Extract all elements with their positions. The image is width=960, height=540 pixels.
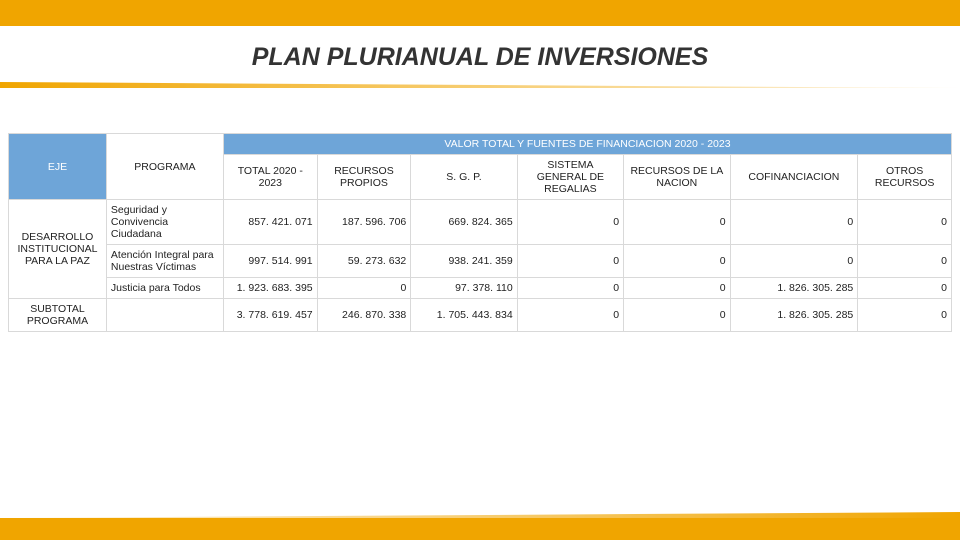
cell-value: 938. 241. 359 (411, 245, 517, 278)
subheader-otros: OTROS RECURSOS (858, 155, 952, 200)
title-band: PLAN PLURIANUAL DE INVERSIONES (0, 26, 960, 88)
cell-value: 0 (730, 245, 858, 278)
cell-value: 0 (624, 278, 730, 299)
cell-programa: Justicia para Todos (106, 278, 223, 299)
cell-subtotal: 0 (624, 299, 730, 332)
cell-value: 1. 826. 305. 285 (730, 278, 858, 299)
table-container: EJE PROGRAMA VALOR TOTAL Y FUENTES DE FI… (0, 88, 960, 332)
cell-value: 59. 273. 632 (317, 245, 411, 278)
cell-value: 0 (858, 278, 952, 299)
cell-subtotal: 1. 705. 443. 834 (411, 299, 517, 332)
table-row: Justicia para Todos 1. 923. 683. 395 0 9… (9, 278, 952, 299)
cell-value: 0 (858, 245, 952, 278)
header-programa: PROGRAMA (106, 134, 223, 200)
subheader-total: TOTAL 2020 - 2023 (223, 155, 317, 200)
subheader-regalias: SISTEMA GENERAL DE REGALIAS (517, 155, 623, 200)
cell-subtotal: 246. 870. 338 (317, 299, 411, 332)
table-header-row-1: EJE PROGRAMA VALOR TOTAL Y FUENTES DE FI… (9, 134, 952, 155)
cell-value: 0 (517, 245, 623, 278)
cell-subtotal: 3. 778. 619. 457 (223, 299, 317, 332)
header-eje: EJE (9, 134, 107, 200)
cell-value: 0 (317, 278, 411, 299)
cell-programa: Seguridad y Convivencia Ciudadana (106, 200, 223, 245)
investment-table: EJE PROGRAMA VALOR TOTAL Y FUENTES DE FI… (8, 133, 952, 332)
header-valor-total: VALOR TOTAL Y FUENTES DE FINANCIACION 20… (223, 134, 951, 155)
subheader-sgp: S. G. P. (411, 155, 517, 200)
cell-value: 0 (624, 245, 730, 278)
cell-value: 0 (624, 200, 730, 245)
cell-empty (106, 299, 223, 332)
cell-subtotal-label: SUBTOTAL PROGRAMA (9, 299, 107, 332)
cell-eje: DESARROLLO INSTITUCIONAL PARA LA PAZ (9, 200, 107, 299)
cell-value: 997. 514. 991 (223, 245, 317, 278)
cell-value: 0 (517, 200, 623, 245)
cell-subtotal: 0 (858, 299, 952, 332)
page-title: PLAN PLURIANUAL DE INVERSIONES (252, 43, 709, 72)
subtotal-row: SUBTOTAL PROGRAMA 3. 778. 619. 457 246. … (9, 299, 952, 332)
bottom-accent-bar (0, 518, 960, 540)
cell-value: 1. 923. 683. 395 (223, 278, 317, 299)
top-accent-bar (0, 0, 960, 26)
table-row: DESARROLLO INSTITUCIONAL PARA LA PAZ Seg… (9, 200, 952, 245)
subheader-cofin: COFINANCIACION (730, 155, 858, 200)
cell-programa: Atención Integral para Nuestras Víctimas (106, 245, 223, 278)
cell-value: 0 (517, 278, 623, 299)
table-row: Atención Integral para Nuestras Víctimas… (9, 245, 952, 278)
cell-subtotal: 0 (517, 299, 623, 332)
cell-value: 669. 824. 365 (411, 200, 517, 245)
cell-subtotal: 1. 826. 305. 285 (730, 299, 858, 332)
cell-value: 857. 421. 071 (223, 200, 317, 245)
subheader-nacion: RECURSOS DE LA NACION (624, 155, 730, 200)
cell-value: 97. 378. 110 (411, 278, 517, 299)
cell-value: 0 (858, 200, 952, 245)
subheader-propios: RECURSOS PROPIOS (317, 155, 411, 200)
cell-value: 187. 596. 706 (317, 200, 411, 245)
cell-value: 0 (730, 200, 858, 245)
